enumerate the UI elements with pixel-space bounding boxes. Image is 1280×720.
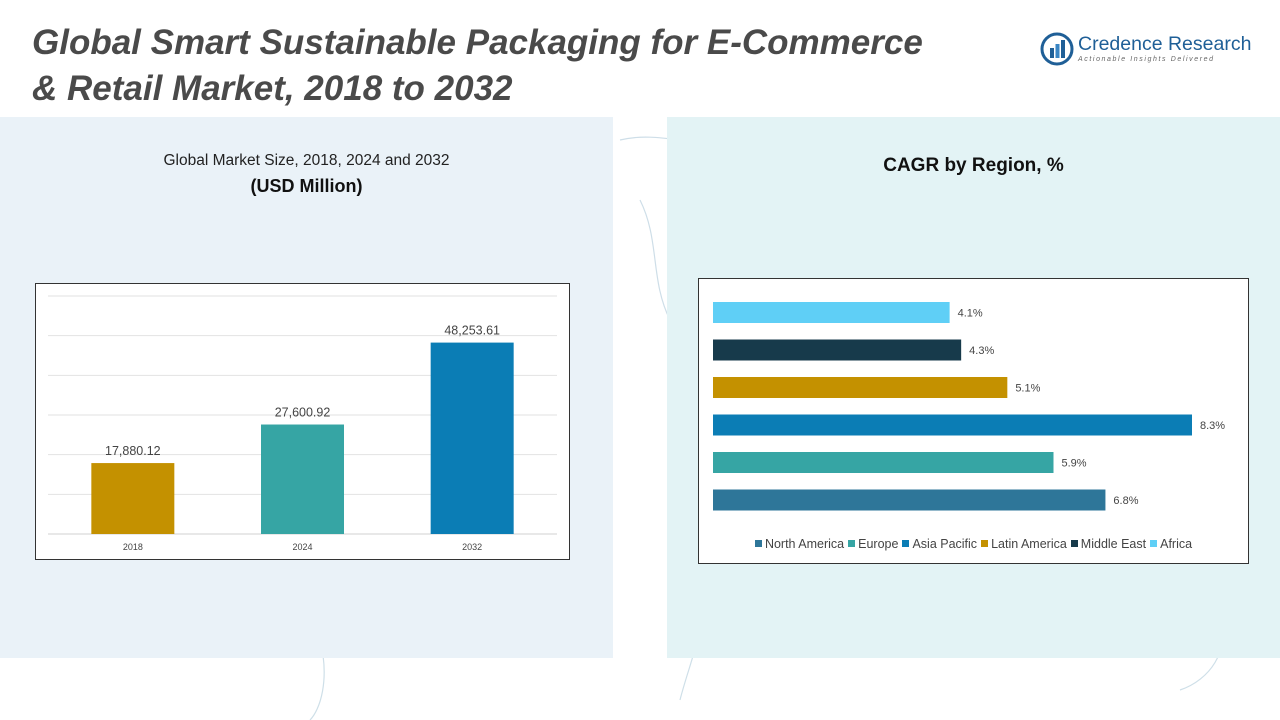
logo-name: Credence Research <box>1078 33 1252 55</box>
bar-2024 <box>261 424 344 534</box>
bar-europe <box>713 452 1054 473</box>
bar-asia-pacific <box>713 414 1192 436</box>
market-size-chart: 17,880.12 2018 27,600.92 2024 48,253.61 2032 <box>35 283 570 560</box>
legend-item-asia-pacific: Asia Pacific <box>902 537 977 551</box>
bar-2018 <box>91 463 175 534</box>
legend-label-asia-pacific: Asia Pacific <box>912 537 978 551</box>
tick-label-2024: 2024 <box>292 542 312 552</box>
bar-2032 <box>430 342 514 534</box>
legend-swatch-north-america <box>754 540 762 547</box>
data-label-africa: 4.1% <box>958 308 983 320</box>
data-label-2024: 27,600.92 <box>275 406 331 420</box>
legend-label-africa: Africa <box>1160 537 1193 551</box>
data-label-asia-pacific: 8.3% <box>1200 420 1225 432</box>
market-size-chart-svg: 17,880.12 2018 27,600.92 2024 48,253.61 2032 <box>48 295 557 552</box>
title-line-2: & Retail Market, 2018 to 2032 <box>32 69 513 108</box>
bar-north-america <box>713 489 1106 511</box>
legend-swatch-asia-pacific <box>902 540 910 547</box>
cagr-title: CAGR by Region, % <box>883 155 1064 176</box>
legend-label-middle-east: Middle East <box>1080 537 1147 551</box>
data-label-latin-america: 5.1% <box>1015 383 1040 395</box>
legend-label-latin-america: Latin America <box>991 537 1067 551</box>
legend-label-europe: Europe <box>858 537 899 551</box>
legend-item-africa: Africa <box>1150 537 1192 551</box>
cagr-legend: North America Europe Asia Pacific Latin Ame… <box>699 537 1248 551</box>
market-size-unit: (USD Million) <box>250 176 363 196</box>
tick-label-2018: 2018 <box>123 542 143 552</box>
legend-swatch-latin-america <box>981 540 989 547</box>
tick-label-2032: 2032 <box>462 542 482 552</box>
legend-swatch-middle-east <box>1070 540 1078 547</box>
page-title: Global Smart Sustainable Packaging for E… <box>32 20 1022 112</box>
bar-middle-east <box>713 339 962 361</box>
data-label-europe: 5.9% <box>1061 458 1086 470</box>
data-label-2032: 48,253.61 <box>444 324 500 338</box>
legend-item-north-america: North America <box>754 537 845 551</box>
logo-tagline: Actionable Insights Delivered <box>1078 56 1215 63</box>
market-size-subtitle: Global Market Size, 2018, 2024 and 2032 <box>163 152 450 169</box>
title-line-1: Global Smart Sustainable Packaging for E… <box>32 23 923 62</box>
bar-latin-america <box>713 377 1008 398</box>
data-label-north-america: 6.8% <box>1113 495 1138 507</box>
legend-label-north-america: North America <box>764 537 845 551</box>
legend-item-europe: Europe <box>848 537 898 551</box>
legend-swatch-africa <box>1150 540 1158 547</box>
logo-mark-icon <box>1040 32 1074 66</box>
cagr-chart: 4.1% 4.3% 5.1% 8.3% 5.9% 6.8% North America Eu… <box>698 278 1249 564</box>
cagr-chart-svg: 4.1% 4.3% 5.1% 8.3% 5.9% 6.8% <box>713 302 1225 511</box>
legend-swatch-europe <box>848 540 856 547</box>
data-label-middle-east: 4.3% <box>969 345 994 357</box>
legend-item-latin-america: Latin America <box>981 537 1067 551</box>
bar-africa <box>713 302 950 323</box>
data-label-2018: 17,880.12 <box>105 444 161 458</box>
credence-research-logo: Credence Research Actionable Insights De… <box>1040 30 1260 70</box>
legend-item-middle-east: Middle East <box>1070 537 1147 551</box>
